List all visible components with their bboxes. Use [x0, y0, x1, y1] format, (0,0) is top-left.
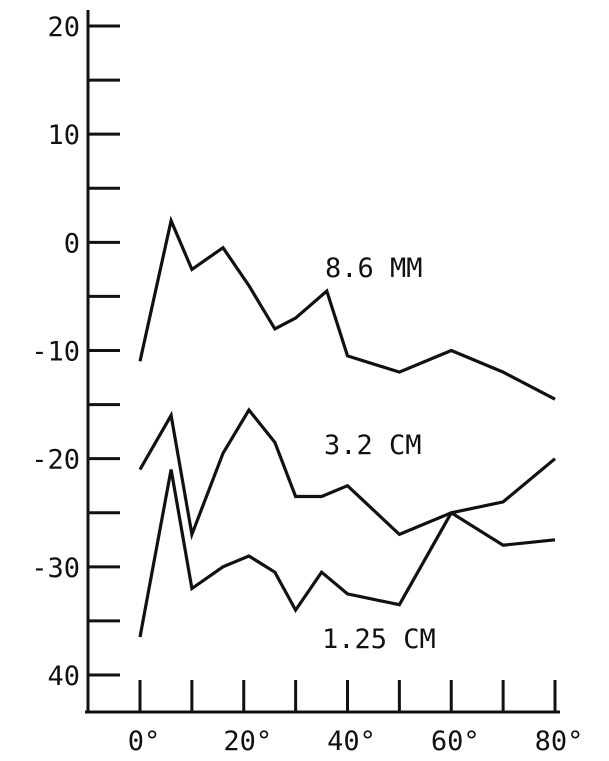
- series-line-3: [138, 457, 557, 638]
- x-axis-tick-label: 80°: [535, 726, 584, 757]
- y-axis-tick-label: -30: [31, 553, 80, 584]
- x-axis-tick-label: 20°: [223, 726, 272, 757]
- x-axis-tick-labels: 0° 20° 40° 60° 80°: [128, 726, 584, 757]
- y-axis-tick-label: -10: [31, 337, 80, 368]
- series-label-3: 1.25 CM: [322, 624, 436, 655]
- series-labels: 8.6 MM 3.2 CM 1.25 CM: [322, 253, 436, 655]
- y-axis-tick-label: 20: [47, 12, 80, 43]
- y-axis-ticks: [88, 24, 120, 677]
- axes: [85, 10, 560, 714]
- series-lines: [138, 215, 557, 638]
- x-axis-tick-label: 40°: [327, 726, 376, 757]
- series-line-1: [138, 215, 556, 401]
- y-axis-tick-label: 40: [47, 661, 80, 692]
- x-axis-ticks: [138, 680, 557, 712]
- x-axis-tick-label: 0°: [128, 726, 161, 757]
- y-axis-tick-label: 10: [47, 120, 80, 151]
- y-axis-tick-labels: 20 10 0 -10 -20 -30 40: [31, 12, 80, 692]
- series-label-2: 3.2 CM: [324, 430, 422, 461]
- series-label-1: 8.6 MM: [325, 253, 423, 284]
- y-axis-tick-label: 0: [64, 228, 80, 259]
- y-axis-tick-label: -20: [31, 445, 80, 476]
- x-axis-tick-label: 60°: [431, 726, 480, 757]
